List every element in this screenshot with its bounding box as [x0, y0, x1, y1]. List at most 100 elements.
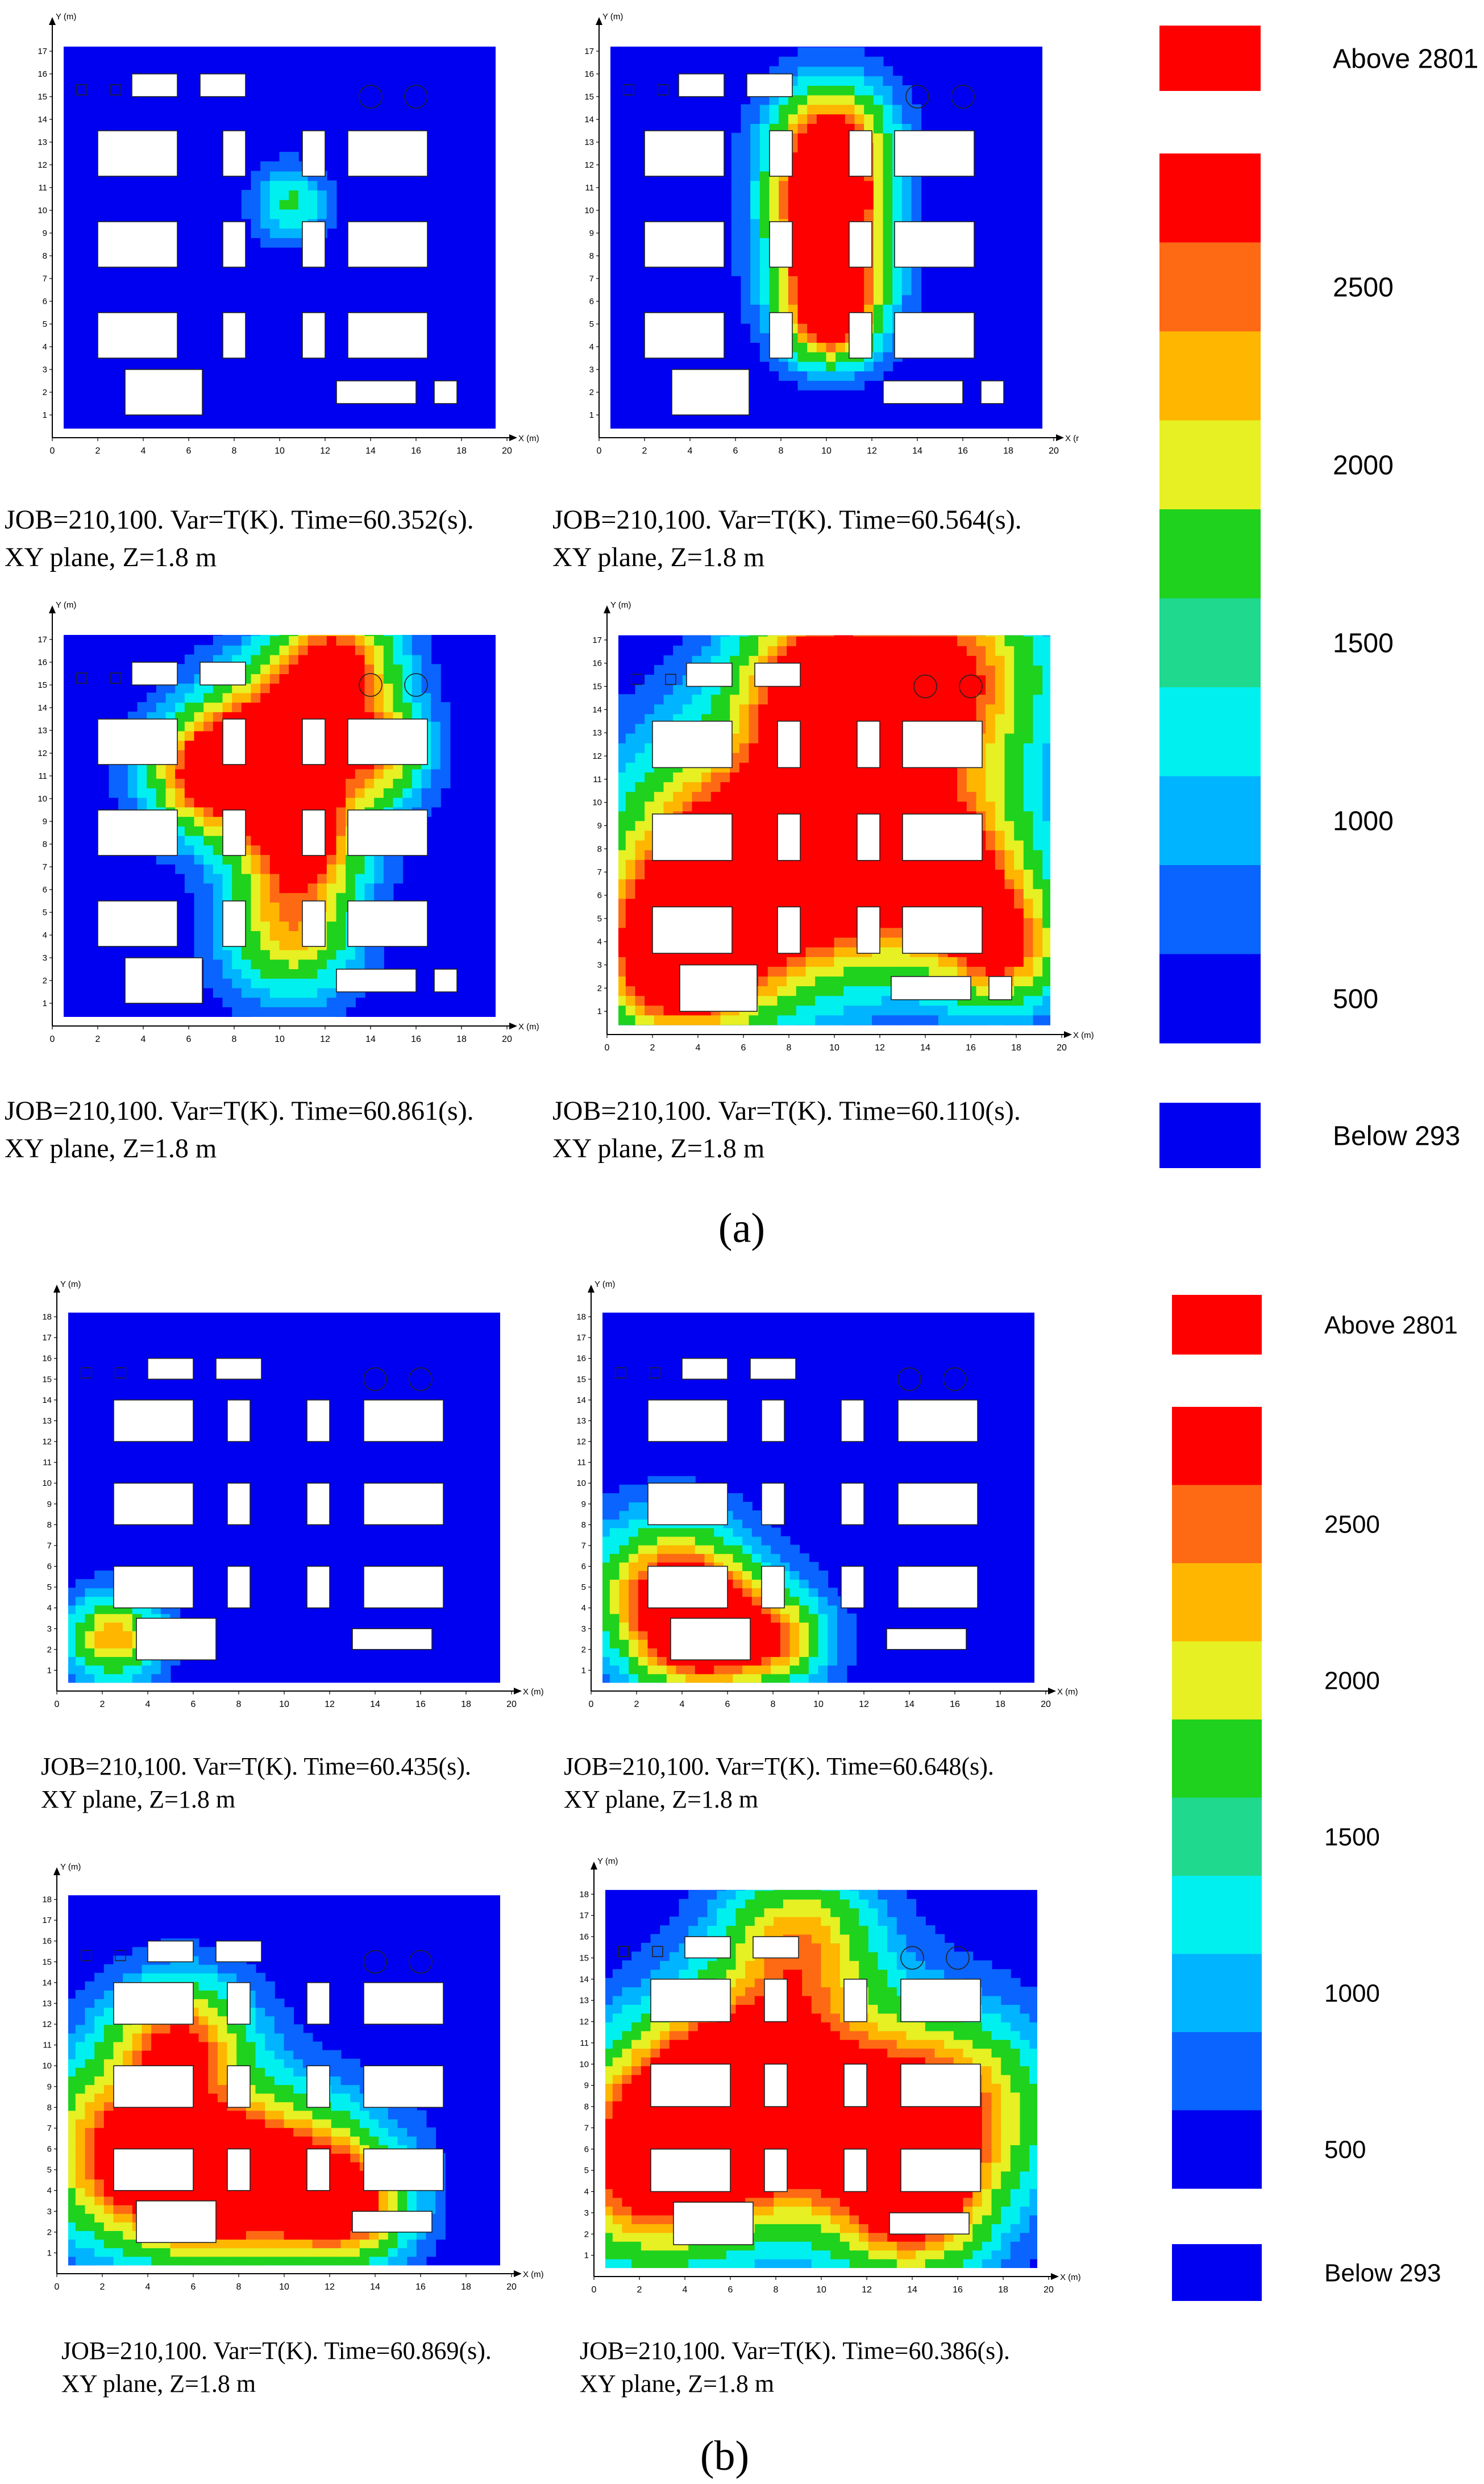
contour-cell [845, 56, 855, 67]
contour-cell [1023, 995, 1034, 1006]
contour-cell [843, 675, 854, 686]
contour-cell [194, 721, 205, 732]
contour-cell [843, 713, 854, 724]
contour-cell [393, 654, 404, 665]
contour-cell [203, 692, 214, 703]
contour-cell [909, 1024, 920, 1025]
contour-cell [777, 771, 788, 783]
contour-cell [892, 294, 903, 305]
contour-cell [241, 787, 252, 798]
contour-cell [815, 801, 825, 812]
contour-cell [826, 85, 837, 95]
contour-cell [421, 769, 432, 779]
contour-cell [673, 956, 683, 967]
contour-cell [909, 675, 920, 686]
contour-cell [881, 645, 892, 656]
y-tick-label: 11 [38, 771, 47, 781]
contour-cell [1052, 636, 1062, 646]
obstacle [363, 1482, 444, 1526]
contour-cell [986, 898, 996, 909]
x-tick-label: 2 [95, 446, 101, 456]
contour-cell [771, 1622, 781, 1631]
contour-cell [625, 946, 636, 957]
contour-cell [862, 995, 873, 1006]
contour-cell [862, 664, 873, 676]
contour-cell [761, 1536, 772, 1546]
contour-cell [986, 801, 996, 812]
contour-cell [721, 617, 731, 627]
contour-cell [607, 733, 617, 743]
contour-cell [374, 769, 384, 779]
contour-cell [260, 787, 271, 798]
contour-cell [835, 199, 846, 210]
contour-cell [909, 859, 920, 870]
contour-cell [891, 733, 901, 743]
contour-cell [94, 1639, 105, 1648]
contour-cell [645, 704, 655, 715]
contour-cell [692, 617, 702, 627]
contour-cell [1052, 694, 1062, 704]
fire-source-marker [913, 674, 937, 699]
contour-cell [843, 966, 854, 977]
contour-cell [779, 180, 789, 191]
contour-cell [938, 694, 949, 705]
contour-cell [796, 966, 807, 977]
contour-cell [771, 1639, 781, 1648]
contour-cell [834, 655, 845, 666]
contour-cell [966, 635, 977, 646]
contour-cell [739, 869, 750, 880]
contour-cell [364, 702, 375, 712]
contour-cell [816, 304, 827, 314]
contour-cell [818, 1630, 829, 1640]
contour-cell [213, 921, 223, 932]
contour-cell [682, 704, 693, 715]
contour-cell [995, 723, 1005, 734]
contour-cell [815, 664, 825, 676]
contour-cell [374, 635, 384, 636]
contour-cell [824, 927, 835, 938]
contour-cell [602, 1579, 610, 1589]
contour-cell [761, 1656, 772, 1666]
contour-cell [733, 1561, 743, 1571]
contour-cell [901, 266, 912, 276]
contour-cell [1004, 811, 1015, 821]
contour-cell [602, 1656, 610, 1666]
contour-cell [1004, 782, 1015, 792]
contour-cell [654, 995, 664, 1006]
contour-cell [260, 807, 271, 817]
contour-cell [393, 664, 404, 674]
contour-cell [767, 694, 778, 705]
contour-cell [730, 1024, 740, 1025]
contour-cell [279, 645, 290, 655]
contour-cell [872, 771, 882, 783]
contour-cell [919, 879, 930, 890]
fire-source-marker [404, 85, 428, 109]
contour-cell [213, 816, 223, 826]
contour-cell [251, 218, 261, 229]
contour-cell [797, 294, 808, 305]
contour-cell [872, 782, 882, 792]
contour-cell [835, 342, 846, 352]
contour-cell [749, 811, 759, 821]
contour-cell [1052, 753, 1062, 763]
contour-cell [704, 1536, 715, 1546]
contour-cell [835, 294, 846, 305]
contour-cell [834, 966, 845, 977]
contour-cell [326, 730, 337, 741]
contour-cell [710, 704, 721, 715]
contour-cell [383, 635, 394, 646]
contour-cell [739, 908, 750, 919]
y-tick-label: 7 [43, 862, 47, 872]
contour-cell [826, 66, 837, 77]
y-tick-label: 1 [597, 1007, 602, 1016]
contour-cell [251, 997, 261, 1008]
contour-cell [222, 645, 233, 655]
contour-cell [289, 692, 299, 703]
contour-cell [816, 114, 827, 124]
contour-cell [1033, 752, 1044, 763]
contour-cell [421, 683, 432, 693]
contour-cell [269, 854, 280, 865]
contour-cell [346, 883, 356, 894]
contour-cell [1033, 791, 1044, 802]
contour-cell [393, 702, 404, 712]
